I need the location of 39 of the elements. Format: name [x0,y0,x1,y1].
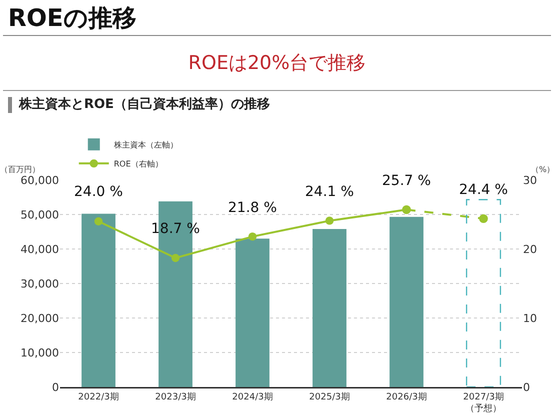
legend-label: 株主資本（左軸） [112,140,178,150]
data-label: 24.4 % [459,182,508,198]
bar [82,214,116,387]
y-tick-label: 60,000 [20,174,59,187]
point [479,214,488,224]
chart-subtitle: ROEは20%台で推移 [187,51,367,76]
y-tick-label: 50,000 [20,208,59,222]
y-tick-label: 0 [52,380,59,394]
x-tick-label: 2024/3期 [232,391,273,402]
data-label: 24.1 % [305,184,354,200]
y2-tick-label: 0 [523,380,530,394]
y-tick-label: 30,000 [20,277,59,290]
bar [236,238,270,387]
y-tick-label: 20,000 [20,312,59,325]
bar [312,228,346,387]
y-tick-label: 10,000 [20,346,59,360]
data-label: 21.8 % [228,200,277,216]
y2-tick-label: 30 [523,174,537,187]
y-axis-title: （百万円） [0,165,40,174]
y2-axis-title: （%） [531,165,554,174]
y2-tick-label: 20 [523,242,537,256]
data-label: 25.7 % [382,173,431,189]
text: 株主資本とROE（自己資本利益率）の推移 [8,97,270,113]
y-tick-label: 40,000 [20,242,59,256]
x-tick-label: 2022/3期 [78,391,119,402]
point [171,254,180,262]
point [94,217,103,226]
x-tick-label: 2026/3期 [386,391,427,402]
y2-tick-label: 10 [523,312,537,325]
legend-label: ROE（右軸） [114,160,163,169]
x-tick-label: 2023/3期 [155,391,196,402]
bar [390,216,424,387]
point [325,216,334,225]
point [248,232,257,241]
chart-title: ROEの推移 [8,3,136,34]
x-tick-label: 2025/3期 [309,391,350,402]
data-label: 24.0 % [74,184,123,200]
bar [466,199,502,387]
x-tick-label: 2027/3期（予想） [463,391,504,414]
